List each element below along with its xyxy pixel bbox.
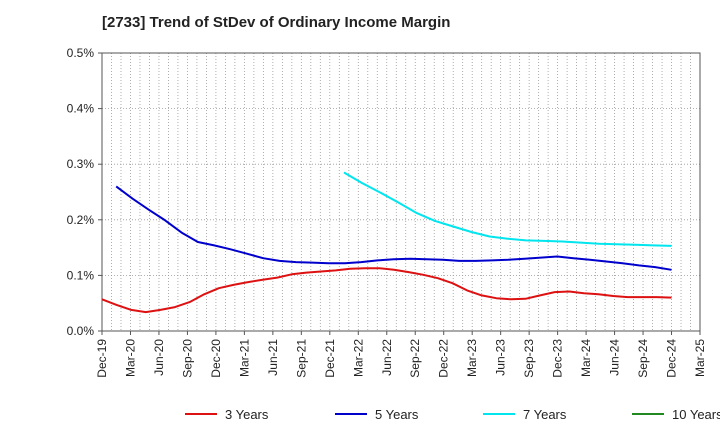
series-lines xyxy=(101,171,672,314)
x-tick-label: Jun-23 xyxy=(494,339,508,376)
x-tick-label: Mar-22 xyxy=(351,339,365,377)
x-tick-label: Jun-21 xyxy=(266,339,280,376)
chart-title: [2733] Trend of StDev of Ordinary Income… xyxy=(102,14,451,31)
legend-label: 10 Years xyxy=(672,407,720,422)
y-tick-label: 0.5% xyxy=(67,46,95,60)
x-tick-label: Dec-23 xyxy=(551,339,565,378)
y-tick-label: 0.0% xyxy=(67,324,95,338)
x-tick-label: Sep-21 xyxy=(294,339,308,378)
x-tick-label: Mar-24 xyxy=(579,339,593,377)
legend-label: 3 Years xyxy=(225,407,269,422)
x-tick-label: Jun-22 xyxy=(380,339,394,376)
x-tick-label: Mar-23 xyxy=(465,339,479,377)
x-tick-label: Sep-24 xyxy=(636,339,650,378)
legend-label: 5 Years xyxy=(375,407,419,422)
x-tick-label: Mar-25 xyxy=(693,339,707,377)
x-tick-label: Dec-22 xyxy=(437,339,451,378)
series-line-3-years xyxy=(101,267,672,314)
x-tick-label: Dec-24 xyxy=(665,339,679,378)
legend: 3 Years 5 Years 7 Years 10 Years xyxy=(185,407,720,422)
x-tick-label: Dec-19 xyxy=(95,339,109,378)
x-tick-label: Sep-20 xyxy=(180,339,194,378)
x-tick-label: Sep-22 xyxy=(408,339,422,378)
chart-grid xyxy=(102,53,700,331)
x-tick-label: Sep-23 xyxy=(522,339,536,378)
x-tick-label: Jun-20 xyxy=(152,339,166,376)
x-tick-label: Dec-20 xyxy=(209,339,223,378)
y-tick-label: 0.3% xyxy=(67,157,95,171)
series-line-7-years xyxy=(343,171,672,247)
x-axis: Dec-19 Mar-20 Jun-20 Sep-20 Dec-20 Mar-21 Jun-… xyxy=(95,331,707,378)
y-tick-label: 0.2% xyxy=(67,213,95,227)
x-tick-label: Jun-24 xyxy=(608,339,622,376)
x-tick-label: Mar-20 xyxy=(123,339,137,377)
x-tick-label: Mar-21 xyxy=(237,339,251,377)
plot-area xyxy=(101,52,701,332)
y-tick-label: 0.1% xyxy=(67,268,95,282)
y-tick-label: 0.4% xyxy=(67,102,95,116)
x-tick-label: Dec-21 xyxy=(323,339,337,378)
legend-label: 7 Years xyxy=(523,407,567,422)
series-line-5-years xyxy=(115,185,672,271)
y-axis: 0.0% 0.1% 0.2% 0.3% 0.4% 0.5% xyxy=(67,46,102,338)
